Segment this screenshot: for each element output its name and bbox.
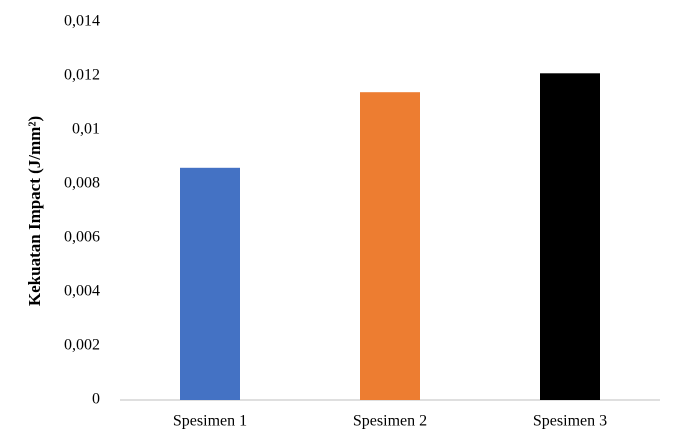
x-tick-label: Spesimen 1 [173,413,247,430]
y-tick-label: 0,014 [64,13,100,30]
bar [540,73,600,401]
y-tick-label: 0,008 [64,175,100,192]
bar [360,92,420,400]
y-axis-label: Kekuatan Impact (J/mm²) [25,116,44,306]
y-tick-label: 0,01 [72,121,100,138]
x-tick-label: Spesimen 2 [353,413,427,430]
x-tick-label: Spesimen 3 [533,413,607,430]
y-tick-label: 0 [92,391,100,408]
y-tick-label: 0,006 [64,229,100,246]
y-tick-label: 0,012 [64,67,100,84]
y-tick-label: 0,002 [64,337,100,354]
y-tick-label: 0,004 [64,283,100,300]
bar [180,167,240,400]
